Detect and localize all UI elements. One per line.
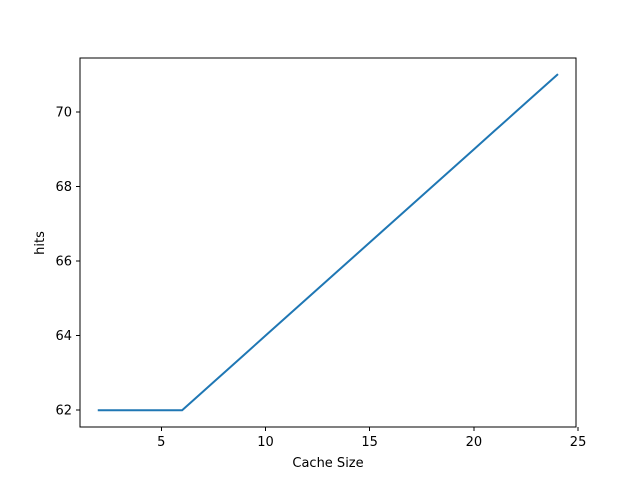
x-tick-label: 20 [466, 435, 483, 450]
x-tick-label: 25 [570, 435, 587, 450]
y-axis-label: hits [33, 231, 48, 255]
y-tick-label: 62 [55, 404, 72, 419]
y-tick-label: 64 [55, 329, 72, 344]
y-tick-label: 70 [55, 106, 72, 121]
plot-area [97, 73, 559, 412]
y-tick-label: 68 [55, 180, 72, 195]
x-tick-label: 10 [257, 435, 274, 450]
x-tick-label: 5 [157, 435, 165, 450]
x-tick-label: 15 [361, 435, 378, 450]
x-axis-label: Cache Size [292, 456, 363, 471]
y-tick-label: 66 [55, 255, 72, 270]
y-axis: 62 64 66 68 70 [55, 106, 80, 419]
x-axis: 5 10 15 20 25 [157, 427, 586, 450]
plot-frame [79, 57, 577, 428]
series-line-1 [97, 73, 559, 412]
